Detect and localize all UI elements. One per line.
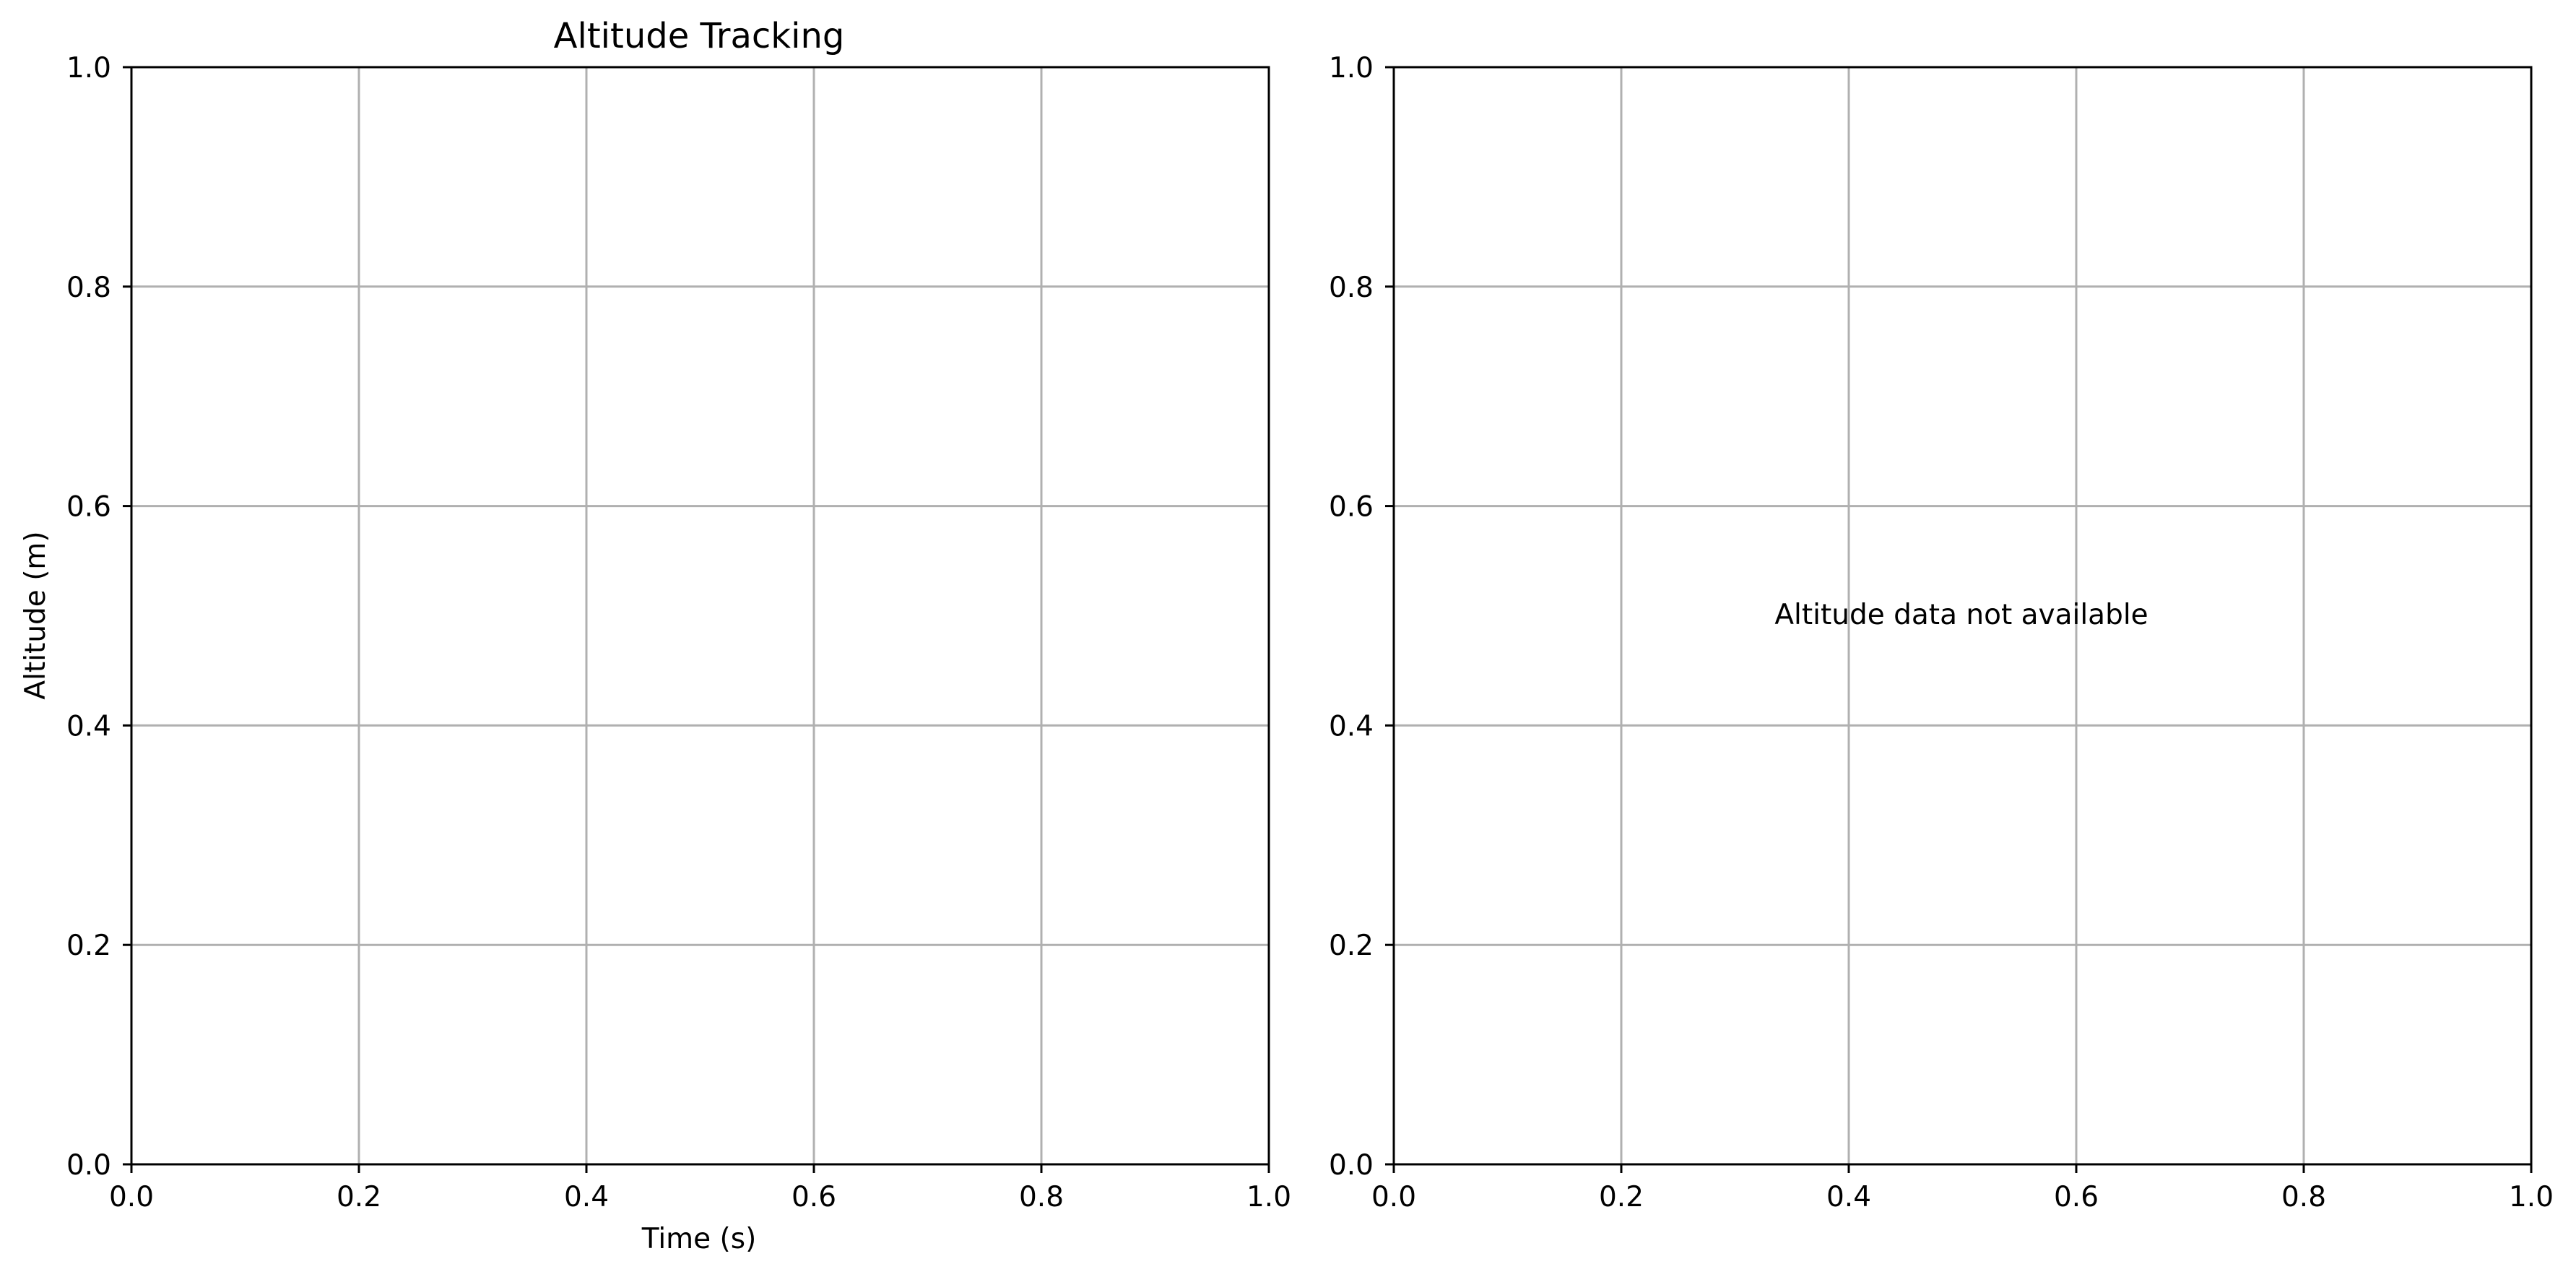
x-tick-label: 1.0 [2509,1181,2554,1213]
x-tick-label: 0.0 [109,1181,154,1213]
x-tick-label: 0.4 [1826,1181,1871,1213]
x-tick-label: 0.2 [337,1181,381,1213]
y-tick-label: 1.0 [66,52,111,85]
annotation-text: Altitude data not available [1774,599,2148,631]
x-tick-label: 0.0 [1371,1181,1416,1213]
x-tick-label: 0.8 [1019,1181,1064,1213]
x-tick-label: 0.8 [2281,1181,2326,1213]
chart-title: Altitude Tracking [554,16,845,56]
y-tick-label: 0.2 [1329,930,1374,962]
y-tick-label: 0.4 [1329,710,1374,743]
x-tick-label: 0.4 [564,1181,609,1213]
y-tick-label: 0.0 [66,1149,111,1182]
y-tick-label: 0.2 [66,930,111,962]
x-tick-label: 0.6 [792,1181,836,1213]
y-tick-label: 1.0 [1329,52,1374,85]
x-tick-label: 0.6 [2054,1181,2099,1213]
x-axis-label: Time (s) [641,1223,757,1255]
y-tick-label: 0.0 [1329,1149,1374,1182]
y-axis-label: Altitude (m) [19,531,52,699]
x-tick-label: 1.0 [1246,1181,1291,1213]
x-tick-label: 0.2 [1599,1181,1644,1213]
y-tick-label: 0.8 [66,272,111,304]
y-tick-label: 0.4 [66,710,111,743]
y-tick-label: 0.8 [1329,272,1374,304]
y-tick-label: 0.6 [1329,491,1374,524]
y-tick-label: 0.6 [66,491,111,524]
